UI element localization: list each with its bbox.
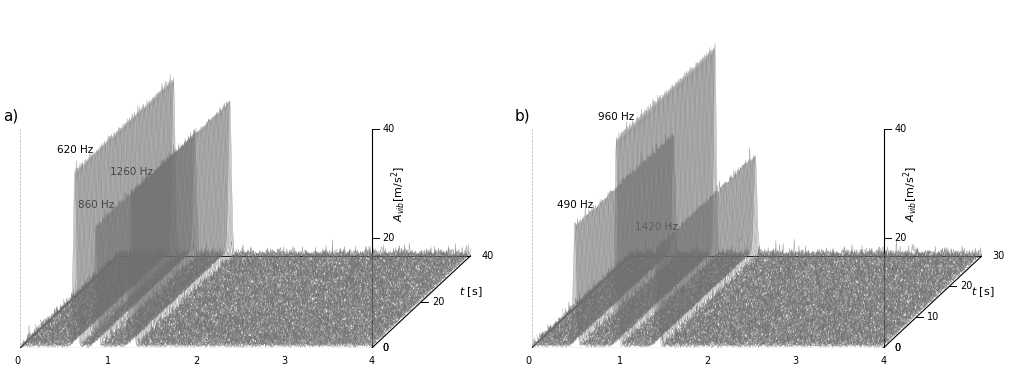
Text: 3: 3 (793, 356, 799, 366)
Text: 40: 40 (481, 251, 493, 261)
Text: $t$ [s]: $t$ [s] (971, 285, 994, 299)
Text: 10: 10 (927, 312, 939, 322)
Text: 0: 0 (526, 356, 532, 366)
Text: 3: 3 (281, 356, 287, 366)
Text: 0: 0 (894, 343, 900, 353)
Text: 20: 20 (960, 281, 972, 291)
Text: $t$ [s]: $t$ [s] (459, 285, 483, 299)
Text: 1420 Hz: 1420 Hz (635, 221, 678, 232)
Text: 1: 1 (617, 356, 623, 366)
Text: 0: 0 (383, 343, 389, 353)
Text: $A_{vib}$[m/s$^2$]: $A_{vib}$[m/s$^2$] (390, 167, 408, 222)
Text: 20: 20 (894, 233, 906, 243)
Text: 4: 4 (881, 356, 887, 366)
Text: b): b) (515, 108, 530, 123)
Text: 20: 20 (383, 233, 395, 243)
Text: 1: 1 (105, 356, 112, 366)
Text: 2: 2 (193, 356, 199, 366)
Text: 0: 0 (894, 343, 900, 353)
Text: 0: 0 (14, 356, 20, 366)
Text: 30: 30 (992, 251, 1005, 261)
Text: $A_{vib}$[m/s$^2$]: $A_{vib}$[m/s$^2$] (901, 167, 920, 222)
Text: 40: 40 (383, 124, 395, 134)
Text: 2: 2 (705, 356, 711, 366)
Text: 20: 20 (432, 297, 444, 307)
Text: a): a) (3, 108, 18, 123)
Text: 860 Hz: 860 Hz (78, 200, 115, 210)
Text: 0: 0 (383, 343, 389, 353)
Text: 960 Hz: 960 Hz (598, 112, 634, 122)
Text: 490 Hz: 490 Hz (557, 200, 593, 210)
Text: 4: 4 (369, 356, 375, 366)
Text: 1260 Hz: 1260 Hz (109, 167, 152, 177)
Text: 40: 40 (894, 124, 906, 134)
Text: 620 Hz: 620 Hz (57, 145, 93, 155)
